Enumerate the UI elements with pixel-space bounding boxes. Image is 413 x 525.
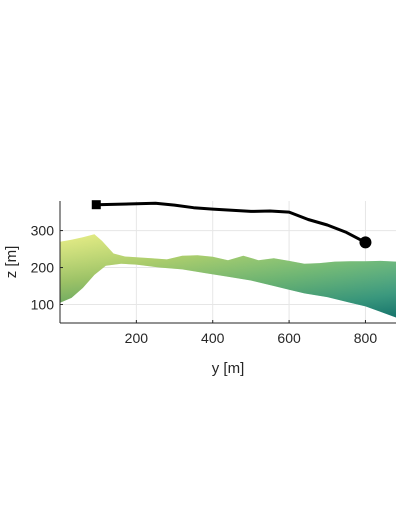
x-tick-label: 400 xyxy=(201,330,225,346)
x-axis-label: y [m] xyxy=(212,360,245,377)
x-tick-label: 600 xyxy=(277,330,301,346)
axis-ticks: 200 400 600 800 100 200 300 xyxy=(31,223,378,346)
trajectory-start-marker xyxy=(91,200,101,210)
y-tick-label: 200 xyxy=(31,260,55,276)
trajectory-end-marker xyxy=(359,236,372,249)
x-tick-label: 800 xyxy=(354,330,378,346)
terrain-shading xyxy=(60,234,396,318)
y-tick-label: 300 xyxy=(31,223,55,239)
trajectory-line xyxy=(96,201,367,244)
y-axis-label: z [m] xyxy=(3,246,20,279)
y-tick-label: 100 xyxy=(31,297,55,313)
x-tick-label: 200 xyxy=(125,330,149,346)
